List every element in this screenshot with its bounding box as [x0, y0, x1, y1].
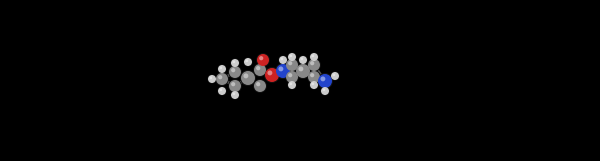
Circle shape	[259, 56, 263, 60]
Circle shape	[308, 71, 320, 83]
Circle shape	[229, 80, 241, 92]
Circle shape	[264, 67, 280, 83]
Circle shape	[240, 70, 256, 86]
Circle shape	[289, 82, 292, 85]
Circle shape	[208, 75, 216, 83]
Circle shape	[218, 75, 222, 79]
Circle shape	[208, 74, 217, 84]
Circle shape	[310, 61, 314, 65]
Circle shape	[321, 87, 329, 95]
Circle shape	[244, 57, 253, 67]
Circle shape	[218, 87, 226, 95]
Circle shape	[298, 66, 304, 71]
Circle shape	[256, 66, 260, 70]
Circle shape	[232, 60, 235, 63]
Circle shape	[245, 59, 248, 62]
Circle shape	[217, 64, 227, 74]
Circle shape	[218, 65, 226, 73]
Circle shape	[244, 58, 252, 66]
Circle shape	[318, 74, 332, 88]
Circle shape	[231, 59, 239, 67]
Circle shape	[285, 70, 299, 84]
Circle shape	[310, 81, 318, 89]
Circle shape	[287, 80, 296, 90]
Circle shape	[288, 61, 292, 65]
Circle shape	[310, 53, 318, 61]
Circle shape	[241, 71, 255, 85]
Circle shape	[322, 88, 325, 91]
Circle shape	[228, 79, 242, 93]
Circle shape	[220, 88, 222, 91]
Circle shape	[268, 71, 272, 75]
Circle shape	[320, 76, 325, 81]
Circle shape	[229, 66, 241, 78]
Circle shape	[231, 68, 235, 72]
Circle shape	[286, 59, 298, 71]
Circle shape	[298, 55, 308, 65]
Circle shape	[299, 56, 307, 64]
Circle shape	[244, 73, 248, 78]
Circle shape	[275, 63, 291, 79]
Circle shape	[301, 57, 303, 60]
Circle shape	[276, 64, 290, 78]
Circle shape	[253, 79, 267, 93]
Circle shape	[231, 91, 239, 99]
Circle shape	[287, 52, 296, 62]
Circle shape	[228, 65, 242, 79]
Circle shape	[230, 58, 239, 68]
Circle shape	[311, 54, 314, 57]
Circle shape	[311, 82, 314, 85]
Circle shape	[220, 66, 222, 69]
Circle shape	[254, 64, 266, 76]
Circle shape	[289, 54, 292, 57]
Circle shape	[331, 72, 339, 80]
Circle shape	[209, 76, 212, 79]
Circle shape	[256, 82, 260, 86]
Circle shape	[278, 66, 283, 71]
Circle shape	[307, 58, 321, 72]
Circle shape	[232, 92, 235, 95]
Circle shape	[307, 70, 321, 84]
Circle shape	[288, 81, 296, 89]
Circle shape	[310, 80, 319, 90]
Circle shape	[231, 82, 235, 86]
Circle shape	[288, 53, 296, 61]
Circle shape	[257, 54, 269, 66]
Circle shape	[288, 73, 292, 77]
Circle shape	[253, 63, 267, 77]
Circle shape	[296, 64, 310, 78]
Circle shape	[254, 80, 266, 92]
Circle shape	[308, 59, 320, 71]
Circle shape	[216, 73, 228, 85]
Circle shape	[217, 86, 227, 96]
Circle shape	[310, 73, 314, 77]
Circle shape	[332, 73, 335, 76]
Circle shape	[295, 63, 311, 79]
Circle shape	[279, 56, 287, 64]
Circle shape	[310, 52, 319, 62]
Circle shape	[320, 86, 329, 96]
Circle shape	[278, 55, 287, 65]
Circle shape	[230, 90, 239, 100]
Circle shape	[215, 72, 229, 86]
Circle shape	[317, 73, 333, 89]
Circle shape	[286, 71, 298, 83]
Circle shape	[280, 57, 283, 60]
Circle shape	[265, 68, 279, 82]
Circle shape	[256, 53, 270, 67]
Circle shape	[331, 71, 340, 81]
Circle shape	[285, 58, 299, 72]
